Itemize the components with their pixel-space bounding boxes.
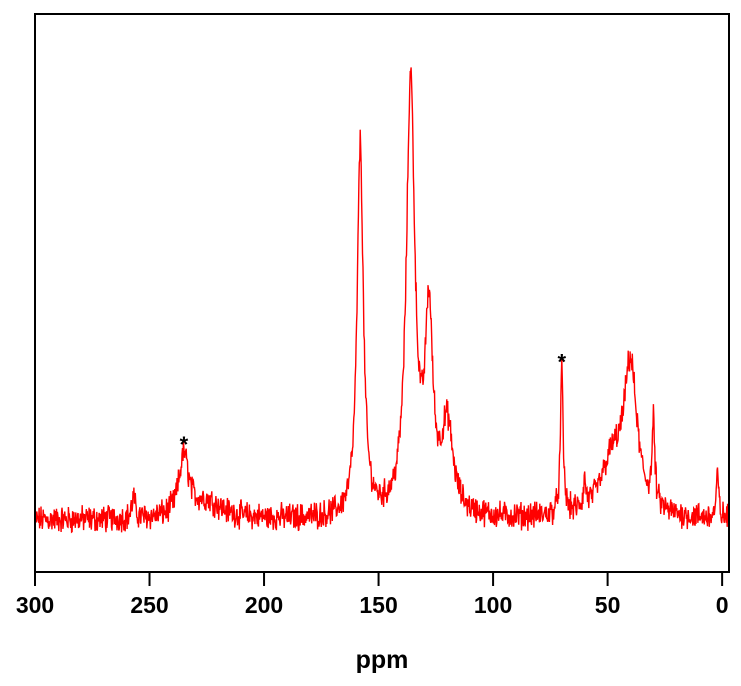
x-tick-label: 50: [595, 592, 621, 618]
spinning-sideband-marker: *: [558, 350, 567, 375]
x-axis-ticks: 300 250 200 150 100 50 0: [16, 572, 729, 618]
spinning-sideband-marker: *: [180, 432, 189, 457]
x-tick-label: 250: [130, 592, 168, 618]
x-tick-label: 0: [716, 592, 729, 618]
x-tick-label: 150: [359, 592, 397, 618]
plot-frame: [34, 13, 730, 573]
annotations: **: [180, 350, 567, 457]
x-tick-label: 200: [245, 592, 283, 618]
spectrum-line: [34, 67, 730, 534]
x-tick-label: 300: [16, 592, 54, 618]
x-tick-label: 100: [474, 592, 512, 618]
x-axis-label: ppm: [356, 646, 409, 674]
